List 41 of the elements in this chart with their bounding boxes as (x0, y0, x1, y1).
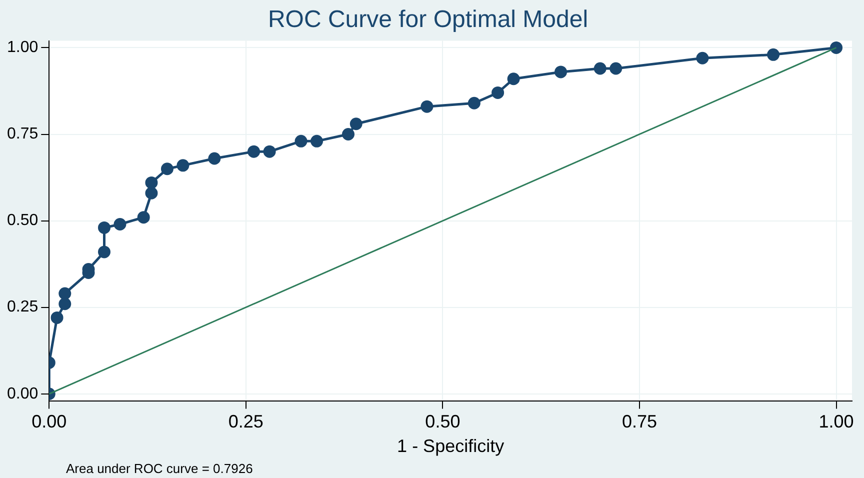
y-tick-label: 0.00 (7, 385, 38, 402)
point (594, 62, 606, 75)
point (98, 221, 110, 234)
point (350, 118, 362, 130)
y-tick-label: 0.50 (7, 212, 38, 230)
y-tick-label: 0.25 (7, 298, 38, 316)
point (492, 86, 504, 99)
point (468, 96, 480, 110)
x-tick-label: 0.00 (32, 412, 67, 432)
point (145, 176, 158, 189)
point (507, 72, 520, 86)
point (98, 246, 110, 258)
x-tick-label: 0.50 (425, 412, 460, 432)
point (554, 66, 568, 78)
chart-title: ROC Curve for Optimal Model (268, 6, 588, 34)
point (342, 128, 354, 141)
y-tick-label: 1.00 (7, 39, 38, 56)
point (310, 134, 324, 148)
point (263, 145, 276, 158)
point (176, 159, 190, 172)
x-tick-label: 0.25 (228, 412, 264, 432)
y-tick-label: 0.75 (7, 126, 38, 143)
point (696, 52, 709, 64)
point (50, 311, 64, 324)
point (420, 100, 434, 113)
text: Area under ROC curve = 0.7926 (66, 461, 253, 476)
x-tick-label: 1.00 (818, 412, 854, 432)
point (294, 134, 308, 148)
point (58, 298, 72, 310)
point (160, 162, 174, 176)
point (145, 186, 158, 200)
x-tick-label: 0.75 (622, 412, 657, 432)
x-axis-title: 1 - Specificity (397, 436, 504, 456)
point (767, 48, 780, 61)
point (114, 218, 126, 231)
point (248, 145, 260, 158)
point (610, 62, 622, 75)
point (58, 287, 72, 300)
point (830, 41, 843, 54)
point (137, 211, 150, 224)
point (208, 152, 221, 165)
